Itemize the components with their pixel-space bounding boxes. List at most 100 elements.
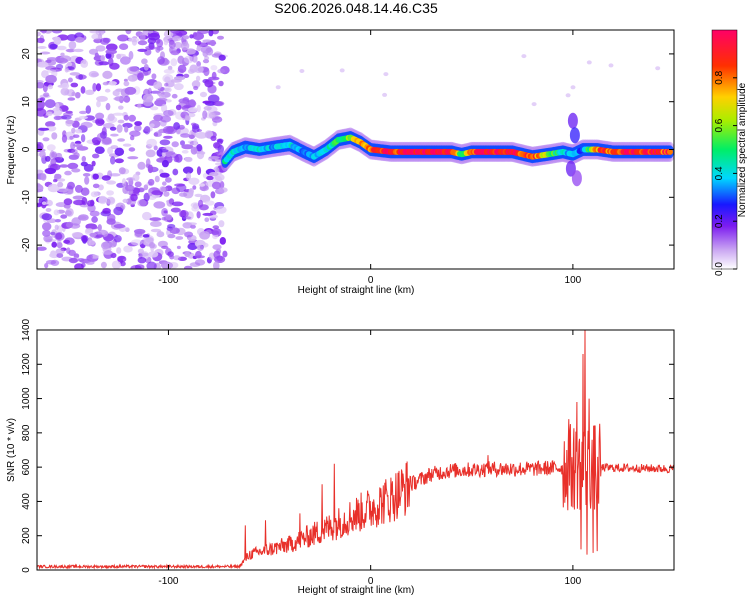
noise-blob (170, 30, 180, 34)
noise-blob (164, 76, 171, 83)
noise-blob (184, 156, 193, 163)
noise-blob (183, 73, 190, 78)
noise-blob (182, 35, 190, 40)
noise-blob (74, 140, 82, 145)
noise-blob (106, 218, 116, 225)
noise-blob (78, 214, 89, 221)
noise-blob (157, 240, 168, 248)
noise-blob (66, 49, 75, 53)
noise-blob (179, 192, 188, 197)
noise-blob (78, 74, 84, 80)
noise-blob (95, 45, 106, 52)
noise-blob (110, 133, 119, 137)
noise-blob (54, 232, 65, 241)
noise-blob (80, 134, 86, 143)
noise-blob (75, 36, 85, 43)
noise-blob (128, 50, 134, 60)
noise-blob (168, 41, 176, 49)
noise-blob (196, 244, 204, 251)
noise-blob (51, 241, 57, 248)
noise-blob (219, 237, 226, 245)
noise-blob (196, 61, 202, 67)
ridge-blob (569, 127, 580, 144)
noise-blob (163, 39, 169, 46)
x-tick-label: 0 (368, 275, 374, 286)
noise-blob (178, 210, 189, 218)
noise-blob (192, 32, 204, 41)
noise-blob (199, 91, 208, 98)
noise-blob (137, 40, 148, 46)
noise-blob (106, 116, 118, 124)
noise-blob (160, 149, 169, 153)
noise-blob (125, 30, 132, 35)
noise-blob (80, 187, 90, 196)
y-tick-label: 800 (21, 424, 32, 441)
ridge-blob (567, 112, 578, 129)
noise-blob (170, 207, 181, 213)
noise-blob (69, 72, 81, 76)
noise-blob (213, 142, 221, 149)
noise-blob (218, 54, 226, 61)
noise-blob (156, 231, 165, 238)
noise-blob (37, 108, 47, 117)
noise-blob (60, 52, 65, 57)
noise-blob (117, 34, 129, 42)
noise-blob (153, 201, 166, 209)
noise-blob (208, 156, 220, 160)
y-tick-label: -10 (21, 190, 32, 205)
noise-blob (38, 127, 50, 131)
noise-blob (66, 247, 71, 254)
snr-panel: -100 0 100 0 200 400 600 800 1000 1200 1400 Heigh… (6, 318, 675, 596)
noise-blob (275, 85, 281, 90)
noise-blob (59, 164, 69, 168)
noise-blob (161, 159, 169, 168)
noise-blob (182, 166, 194, 174)
noise-blob (105, 102, 111, 111)
x-tick-label: -100 (158, 576, 178, 587)
noise-blob (202, 39, 212, 43)
noise-blob (53, 209, 60, 216)
noise-blob (171, 93, 178, 99)
noise-blob (143, 64, 149, 71)
noise-blob (173, 155, 180, 163)
noise-blob (117, 119, 125, 124)
noise-blob (218, 220, 225, 228)
noise-blob (112, 90, 120, 97)
colorbar-ticks: 0.0 0.2 0.4 0.6 0.8 (714, 70, 737, 276)
noise-blob (94, 146, 105, 154)
noise-blob (45, 199, 53, 207)
noise-blob (132, 173, 140, 182)
noise-blob (164, 87, 172, 93)
noise-blob (197, 199, 204, 208)
noise-blob (60, 214, 68, 219)
noise-blob (53, 179, 58, 183)
noise-blob (199, 231, 211, 240)
noise-blob (211, 230, 220, 235)
noise-blob (145, 158, 151, 167)
noise-blob (71, 148, 78, 155)
spectrogram-noise (37, 30, 661, 269)
noise-blob (191, 205, 200, 212)
noise-blob (41, 213, 53, 221)
spectrogram-x-label: Height of straight line (km) (298, 285, 415, 296)
noise-blob (95, 83, 102, 92)
colorbar-tick-label: 0.4 (714, 166, 725, 180)
noise-blob (63, 198, 73, 206)
noise-blob (81, 155, 87, 163)
x-tick-label: 100 (565, 275, 582, 286)
noise-blob (83, 164, 94, 172)
noise-blob (116, 247, 122, 254)
noise-blob (121, 178, 127, 187)
noise-blob (218, 80, 224, 87)
noise-blob (202, 50, 209, 57)
noise-blob (90, 191, 99, 198)
noise-blob (169, 227, 180, 234)
noise-blob (105, 49, 117, 55)
noise-blob (47, 183, 60, 193)
noise-blob (207, 84, 217, 94)
noise-blob (196, 211, 201, 219)
noise-blob (137, 161, 146, 170)
noise-blob (71, 91, 76, 97)
x-tick-label: 100 (565, 576, 582, 587)
